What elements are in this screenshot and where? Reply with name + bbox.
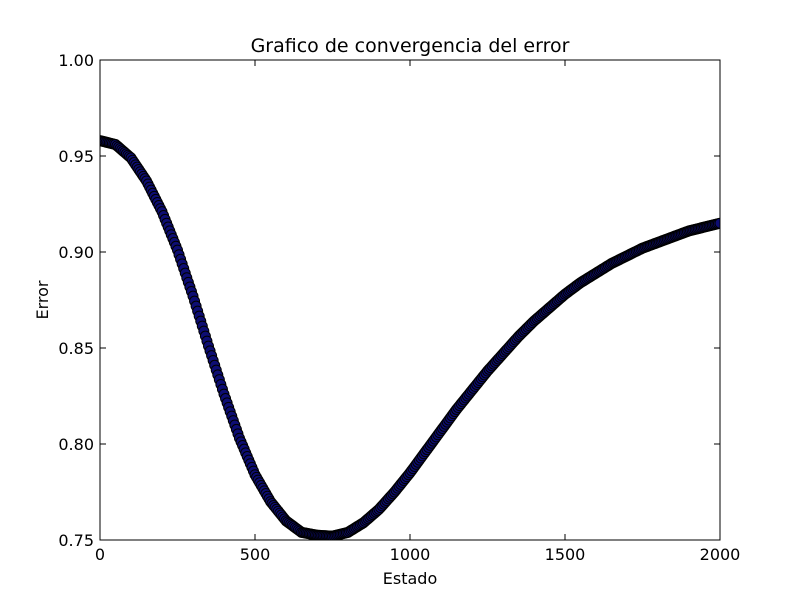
y-tick-label: 1.00 (58, 51, 94, 70)
x-tick-label: 2000 (700, 545, 741, 564)
x-tick-label: 500 (240, 545, 271, 564)
data-series (100, 135, 720, 540)
x-tick-label: 1000 (390, 545, 431, 564)
y-tick-label: 0.90 (58, 243, 94, 262)
chart-title: Grafico de convergencia del error (251, 35, 570, 57)
x-tick-label: 1500 (545, 545, 586, 564)
y-axis-label: Error (33, 280, 52, 319)
data-point (714, 217, 720, 229)
y-tick-label: 0.85 (58, 339, 94, 358)
y-tick-label: 0.95 (58, 147, 94, 166)
x-axis: 0 500 1000 1500 2000 (95, 60, 740, 564)
y-tick-label: 0.80 (58, 435, 94, 454)
y-axis: 0.75 0.80 0.85 0.90 0.95 1.00 (58, 51, 720, 550)
y-tick-label: 0.75 (58, 531, 94, 550)
x-axis-label: Estado (383, 569, 437, 588)
plot-area (100, 135, 720, 540)
x-tick-label: 0 (95, 545, 105, 564)
